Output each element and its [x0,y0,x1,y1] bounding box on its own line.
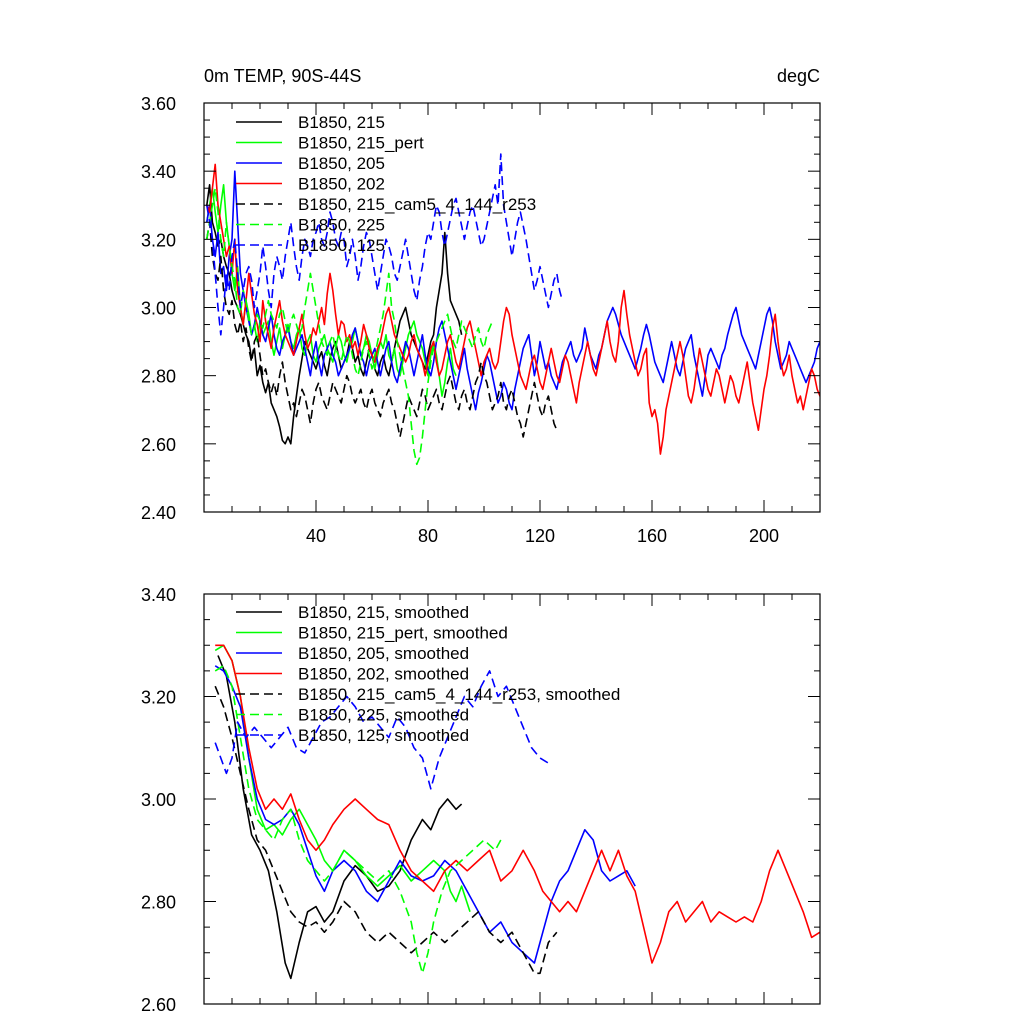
y-tick-label: 3.20 [141,230,176,250]
top-panel: 40 80 120 160 200 2.40 2.60 2.80 3.00 3.20 3.40 3.6… [141,66,821,546]
x-tick-label: 160 [637,526,667,546]
legend-label: B1850, 215_pert [298,134,424,153]
y-tick-label: 2.40 [141,503,176,523]
legend-label: B1850, 205, smoothed [298,644,469,663]
y-tick-label: 3.40 [141,585,176,605]
x-tick-label: 40 [306,526,326,546]
legend-label: B1850, 225, smoothed [298,706,469,725]
series-line-3 [206,170,820,411]
y-tick-label: 2.80 [141,893,176,913]
legend-label: B1850, 125, smoothed [298,726,469,745]
bottom-panel: 2.60 2.80 3.00 3.20 3.40 B1850, 215, smoothed… [141,585,821,1015]
x-tick-label: 200 [749,526,779,546]
legend-label: B1850, 205 [298,154,385,173]
legend-label: B1850, 125 [298,236,385,255]
legend-label: B1850, 215_cam5_4_144_r253, smoothed [298,685,620,704]
series-line-7 [214,670,549,790]
y-tick-label: 2.60 [141,435,176,455]
x-tick-label: 120 [525,526,555,546]
plot-area [206,153,820,466]
y-tick-label: 2.80 [141,367,176,387]
legend-label: B1850, 202 [298,175,385,194]
x-tick-label: 80 [418,526,438,546]
y-tick-label: 2.60 [141,995,176,1015]
series-line-4 [215,644,820,964]
y-tick-label: 3.00 [141,790,176,810]
legend-label: B1850, 215_pert, smoothed [298,624,508,643]
series-line-6 [206,187,494,466]
y-tick-label: 3.00 [141,299,176,319]
y-tick-label: 3.40 [141,162,176,182]
legend-label: B1850, 215, smoothed [298,603,469,622]
plot-frame [203,102,821,513]
series-line-1 [217,655,463,980]
chart-title: 0m TEMP, 90S-44S [204,66,361,86]
plot-area [214,644,820,980]
series-line-5 [206,221,558,438]
series-line-7 [206,153,564,336]
legend-label: B1850, 215 [298,113,385,132]
y-tick-label: 3.20 [141,688,176,708]
legend-label: B1850, 225 [298,216,385,235]
series-line-4 [206,163,820,455]
series-line-5 [214,685,558,975]
legend-label: B1850, 202, smoothed [298,665,469,684]
legend-label: B1850, 215_cam5_4_144_r253 [298,195,536,214]
y-tick-label: 3.60 [141,94,176,114]
series-line-6 [214,665,502,975]
units-label: degC [777,66,820,86]
